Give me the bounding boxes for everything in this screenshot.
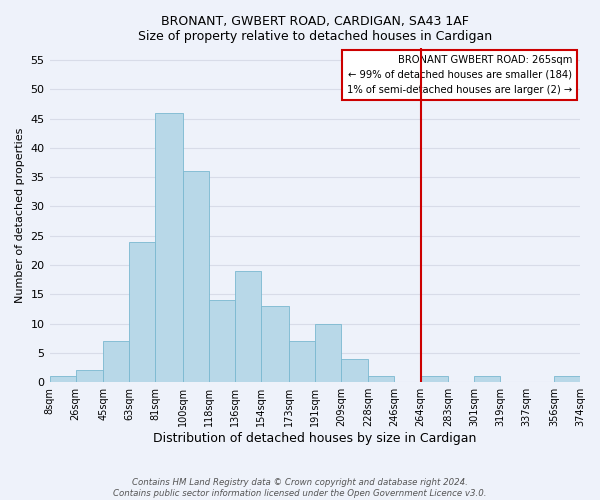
Bar — [155, 113, 183, 382]
Bar — [183, 172, 209, 382]
Y-axis label: Number of detached properties: Number of detached properties — [15, 128, 25, 303]
Title: BRONANT, GWBERT ROAD, CARDIGAN, SA43 1AF
Size of property relative to detached h: BRONANT, GWBERT ROAD, CARDIGAN, SA43 1AF… — [138, 15, 492, 43]
Bar — [235, 271, 261, 382]
Text: Contains HM Land Registry data © Crown copyright and database right 2024.
Contai: Contains HM Land Registry data © Crown c… — [113, 478, 487, 498]
Bar — [261, 306, 289, 382]
Bar — [474, 376, 500, 382]
Bar — [129, 242, 155, 382]
Text: BRONANT GWBERT ROAD: 265sqm
← 99% of detached houses are smaller (184)
1% of sem: BRONANT GWBERT ROAD: 265sqm ← 99% of det… — [347, 55, 572, 94]
Bar — [421, 376, 448, 382]
X-axis label: Distribution of detached houses by size in Cardigan: Distribution of detached houses by size … — [153, 432, 476, 445]
Bar — [289, 341, 315, 382]
Bar — [368, 376, 394, 382]
Bar — [50, 376, 76, 382]
Bar — [315, 324, 341, 382]
Bar — [209, 300, 235, 382]
Bar — [554, 376, 580, 382]
Bar — [341, 359, 368, 382]
Bar — [103, 341, 129, 382]
Bar — [76, 370, 103, 382]
